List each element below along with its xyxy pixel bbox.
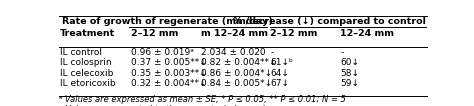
Text: IL control: IL control <box>60 48 102 57</box>
Text: 2–12 mm: 2–12 mm <box>271 29 318 38</box>
Text: 2–12 mm: 2–12 mm <box>131 29 178 38</box>
Text: Treatment: Treatment <box>60 29 115 38</box>
Text: 0.82 ± 0.004**↓: 0.82 ± 0.004**↓ <box>201 58 276 67</box>
Text: % decrease (↓) compared to control: % decrease (↓) compared to control <box>233 17 426 26</box>
Text: 64↓: 64↓ <box>271 69 289 78</box>
Text: 2.034 ± 0.020: 2.034 ± 0.020 <box>201 48 265 57</box>
Text: Rate of growth of regenerate (mm/day): Rate of growth of regenerate (mm/day) <box>62 17 273 26</box>
Text: 12–24 mm: 12–24 mm <box>340 29 394 38</box>
Text: 0.84 ± 0.005*↓: 0.84 ± 0.005*↓ <box>201 79 272 88</box>
Text: -: - <box>340 48 344 57</box>
Text: ᵇ Values are corrected to the nearest whole number: ᵇ Values are corrected to the nearest wh… <box>59 105 276 106</box>
Text: 61↓ᵇ: 61↓ᵇ <box>271 58 293 67</box>
Text: IL etoricoxib: IL etoricoxib <box>60 79 116 88</box>
Text: ᵃ Values are expressed as mean ± SE, * P ≤ 0.05, ** P ≤ 0.01; N = 5: ᵃ Values are expressed as mean ± SE, * P… <box>59 95 346 104</box>
Text: IL colosprin: IL colosprin <box>60 58 111 67</box>
Text: m 12–24 mm: m 12–24 mm <box>201 29 268 38</box>
Text: 58↓: 58↓ <box>340 69 359 78</box>
Text: 0.37 ± 0.005**↓: 0.37 ± 0.005**↓ <box>131 58 207 67</box>
Text: -: - <box>271 48 273 57</box>
Text: 59↓: 59↓ <box>340 79 359 88</box>
Text: 60↓: 60↓ <box>340 58 359 67</box>
Text: IL celecoxib: IL celecoxib <box>60 69 113 78</box>
Text: 0.86 ± 0.004*↓: 0.86 ± 0.004*↓ <box>201 69 272 78</box>
Text: 0.32 ± 0.004**↓: 0.32 ± 0.004**↓ <box>131 79 206 88</box>
Text: 0.35 ± 0.003**↓: 0.35 ± 0.003**↓ <box>131 69 207 78</box>
Text: 67↓: 67↓ <box>271 79 290 88</box>
Text: 0.96 ± 0.019ᵃ: 0.96 ± 0.019ᵃ <box>131 48 194 57</box>
